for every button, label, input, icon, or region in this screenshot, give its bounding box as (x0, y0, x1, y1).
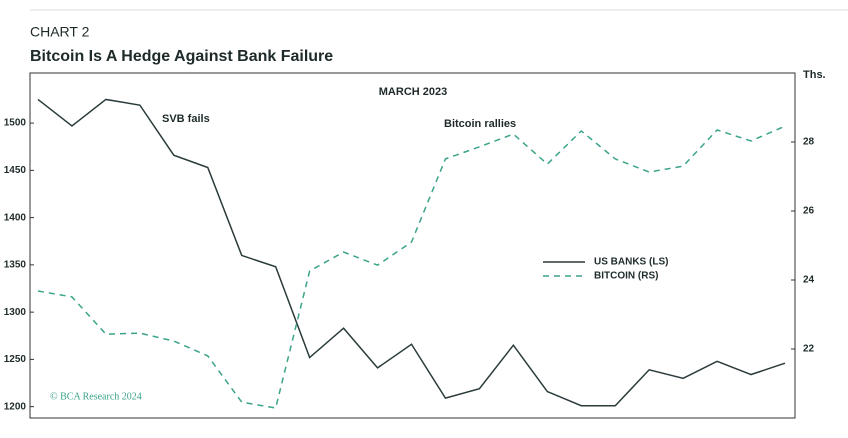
chart-kicker: CHART 2 (30, 24, 90, 40)
y-tick-label: 1450 (4, 165, 27, 176)
y-tick-label: 1200 (4, 401, 27, 412)
y-tick-label: 1400 (4, 212, 27, 223)
y2-tick-label: 28 (803, 137, 815, 148)
y2-tick-label: 24 (803, 275, 815, 286)
series-line (37, 98, 786, 407)
annotation: SVB fails (162, 113, 210, 125)
legend-label: US BANKS (LS) (594, 257, 668, 268)
source: © BCA Research 2024 (50, 391, 142, 402)
y2-tick-label: 26 (803, 206, 815, 217)
y-tick-label: 1500 (4, 118, 27, 129)
annotation: Bitcoin rallies (444, 118, 516, 130)
chart-title: Bitcoin Is A Hedge Against Bank Failure (30, 48, 333, 65)
plot-title: MARCH 2023 (379, 86, 447, 98)
y2-unit: Ths. (803, 69, 826, 81)
y-tick-label: 1250 (4, 354, 27, 365)
legend-label: BITCOIN (RS) (594, 271, 658, 282)
y2-tick-label: 22 (803, 344, 815, 355)
y-tick-label: 1350 (4, 260, 27, 271)
series-line (37, 125, 786, 409)
y-tick-label: 1300 (4, 307, 27, 318)
plot-frame (29, 72, 796, 419)
